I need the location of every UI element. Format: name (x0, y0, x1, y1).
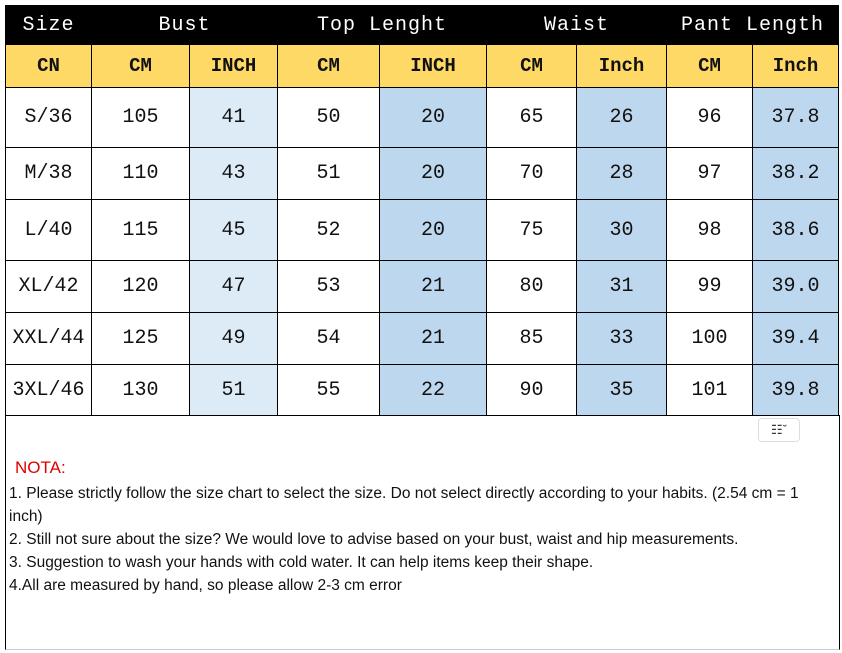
table-cell: 50 (277, 87, 380, 148)
table-cell: 21 (379, 312, 487, 365)
table-cell: 51 (189, 364, 278, 416)
table-row: L/40 115 45 52 20 75 30 98 38.6 (5, 199, 839, 261)
note-line: 3. Suggestion to wash your hands with co… (9, 554, 594, 571)
table-cell: 49 (189, 312, 278, 365)
table-cell: 21 (379, 260, 487, 313)
table-cell: 115 (91, 199, 190, 261)
table-cell: 28 (576, 147, 667, 200)
table-cell: 45 (189, 199, 278, 261)
table-cell: 120 (91, 260, 190, 313)
table-cell: 20 (379, 147, 487, 200)
table-cell: M/38 (5, 147, 92, 200)
table-cell: 31 (576, 260, 667, 313)
subheader-cell: Inch (576, 44, 667, 88)
subheader-cell: CM (486, 44, 577, 88)
table-cell: 96 (666, 87, 753, 148)
table-cell: 51 (277, 147, 380, 200)
note-line: 4.All are measured by hand, so please al… (9, 577, 402, 594)
subheader-cell: Inch (752, 44, 839, 88)
subheader-cell: CM (277, 44, 380, 88)
subheader-cell: CM (91, 44, 190, 88)
note-line: 1. Please strictly follow the size chart… (9, 485, 799, 525)
table-cell: 39.8 (752, 364, 839, 416)
table-cell: 130 (91, 364, 190, 416)
table-cell: 41 (189, 87, 278, 148)
table-row: 3XL/46 130 51 55 22 90 35 101 39.8 (5, 364, 839, 416)
table-cell: 54 (277, 312, 380, 365)
table-cell: 98 (666, 199, 753, 261)
table-cell: 39.4 (752, 312, 839, 365)
table-cell: 65 (486, 87, 577, 148)
table-cell: 105 (91, 87, 190, 148)
table-cell: 53 (277, 260, 380, 313)
table-cell: 125 (91, 312, 190, 365)
header-size: Size (5, 5, 92, 45)
table-cell: 35 (576, 364, 667, 416)
table-cell: 97 (666, 147, 753, 200)
table-cell: 101 (666, 364, 753, 416)
table-cell: 99 (666, 260, 753, 313)
table-cell: 3XL/46 (5, 364, 92, 416)
table-cell: 20 (379, 199, 487, 261)
table-cell: S/36 (5, 87, 92, 148)
header-pant-length: Pant Length (666, 5, 839, 45)
table-row: XXL/44 125 49 54 21 85 33 100 39.4 (5, 312, 839, 365)
table-cell: XL/42 (5, 260, 92, 313)
table-cell: 70 (486, 147, 577, 200)
table-cell: 75 (486, 199, 577, 261)
table-cell: 39.0 (752, 260, 839, 313)
subheader-row: CN CM INCH CM INCH CM Inch CM Inch (5, 44, 839, 88)
table-cell: XXL/44 (5, 312, 92, 365)
table-paste-options-icon[interactable]: ☷ˇ (758, 418, 800, 442)
header-row: Size Bust Top Lenght Waist Pant Length (5, 5, 839, 45)
subheader-cell: INCH (379, 44, 487, 88)
table-cell: 30 (576, 199, 667, 261)
table-cell: 38.2 (752, 147, 839, 200)
table-cell: 52 (277, 199, 380, 261)
subheader-cell: CN (5, 44, 92, 88)
table-cell: 47 (189, 260, 278, 313)
table-row: S/36 105 41 50 20 65 26 96 37.8 (5, 87, 839, 148)
table-cell: 110 (91, 147, 190, 200)
table-cell: 22 (379, 364, 487, 416)
table-cell: 80 (486, 260, 577, 313)
notes-section: ☷ˇ NOTA: 1. Please strictly follow the s… (5, 415, 840, 650)
table-row: XL/42 120 47 53 21 80 31 99 39.0 (5, 260, 839, 313)
table-row: M/38 110 43 51 20 70 28 97 38.2 (5, 147, 839, 200)
header-waist: Waist (486, 5, 667, 45)
size-chart-table: Size Bust Top Lenght Waist Pant Length C… (5, 5, 839, 416)
table-cell: 90 (486, 364, 577, 416)
table-cell: 100 (666, 312, 753, 365)
table-cell: 37.8 (752, 87, 839, 148)
table-cell: 33 (576, 312, 667, 365)
subheader-cell: CM (666, 44, 753, 88)
header-bust: Bust (91, 5, 278, 45)
note-line: 2. Still not sure about the size? We wou… (9, 531, 739, 548)
notes-title: NOTA: (15, 458, 66, 477)
table-cell: 38.6 (752, 199, 839, 261)
table-cell: 85 (486, 312, 577, 365)
header-top-length: Top Lenght (277, 5, 487, 45)
subheader-cell: INCH (189, 44, 278, 88)
table-cell: 43 (189, 147, 278, 200)
table-cell: 20 (379, 87, 487, 148)
table-cell: L/40 (5, 199, 92, 261)
table-cell: 26 (576, 87, 667, 148)
table-cell: 55 (277, 364, 380, 416)
